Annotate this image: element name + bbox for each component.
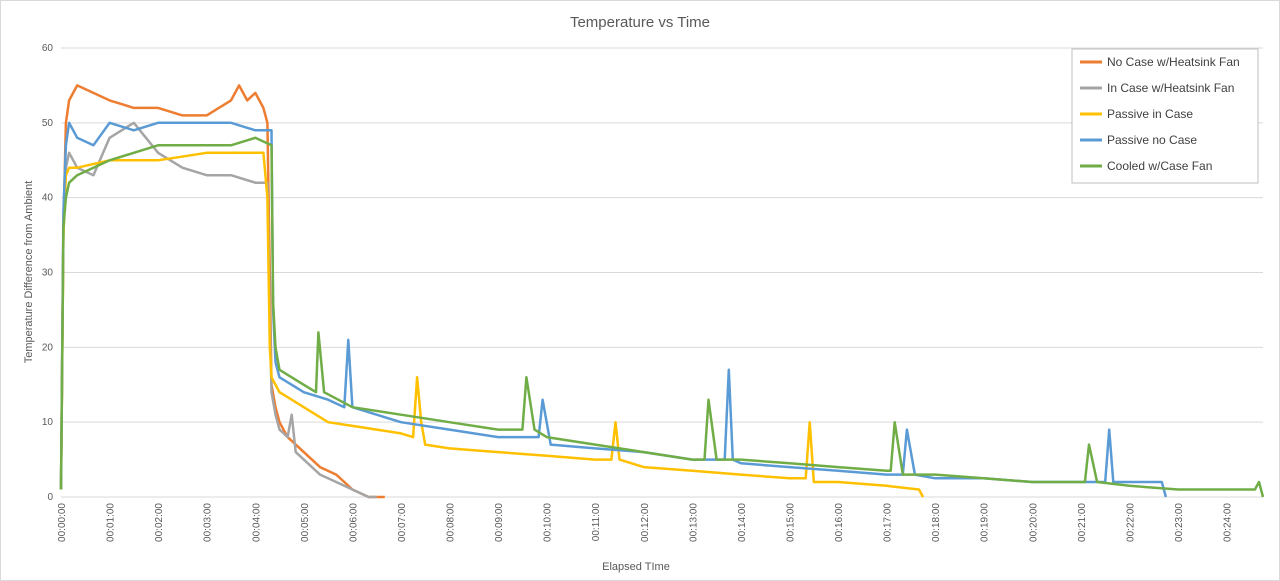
x-tick-label: 00:10:00 [543, 503, 554, 542]
x-tick-label: 00:21:00 [1077, 503, 1088, 542]
chart-title: Temperature vs Time [570, 14, 710, 31]
x-tick-label: 00:15:00 [785, 503, 796, 542]
x-tick-label: 00:05:00 [300, 503, 311, 542]
x-tick-label: 00:07:00 [397, 503, 408, 542]
y-tick-label: 30 [42, 268, 54, 279]
legend-box [1071, 48, 1259, 184]
legend-label: Passive in Case [1107, 107, 1193, 121]
x-tick-label: 00:19:00 [980, 503, 991, 542]
x-tick-label: 00:06:00 [348, 503, 359, 542]
series-line-3 [59, 151, 925, 498]
x-tick-label: 00:09:00 [494, 503, 505, 542]
y-axis-ticks: 0 10 20 30 40 50 60 [42, 43, 54, 503]
legend-label: No Case w/Heatsink Fan [1107, 55, 1240, 69]
y-tick-label: 10 [42, 417, 54, 428]
x-tick-label: 00:18:00 [931, 503, 942, 542]
series-line-4 [59, 121, 1168, 498]
legend-label: In Case w/Heatsink Fan [1107, 81, 1234, 95]
x-tick-label: 00:11:00 [591, 503, 602, 542]
y-tick-label: 50 [42, 118, 54, 129]
x-tick-label: 00:17:00 [883, 503, 894, 542]
x-axis-ticks: 00:00:00 00:01:00 00:02:00 00:03:00 00:04:00… [57, 503, 1234, 542]
series-line-5 [59, 136, 1265, 498]
x-tick-label: 00:02:00 [154, 503, 165, 542]
x-tick-label: 00:20:00 [1028, 503, 1039, 542]
series-line-2 [59, 121, 377, 499]
legend: No Case w/Heatsink Fan In Case w/Heatsink… [1071, 48, 1259, 184]
y-tick-label: 60 [42, 43, 54, 54]
x-axis-label: Elapsed TIme [602, 561, 670, 573]
y-axis-label: Temperature Difference from Ambient [23, 181, 35, 364]
series-line-1 [59, 84, 385, 499]
x-tick-label: 00:04:00 [251, 503, 262, 542]
y-tick-label: 40 [42, 193, 54, 204]
legend-label: Cooled w/Case Fan [1107, 159, 1212, 173]
series-lines [59, 84, 1265, 499]
x-tick-label: 00:16:00 [834, 503, 845, 542]
y-tick-label: 20 [42, 342, 54, 353]
x-tick-label: 00:12:00 [640, 503, 651, 542]
legend-label: Passive no Case [1107, 133, 1197, 147]
x-tick-label: 00:14:00 [737, 503, 748, 542]
x-tick-label: 00:13:00 [688, 503, 699, 542]
grid-lines [61, 47, 1263, 498]
x-tick-label: 00:01:00 [106, 503, 117, 542]
y-tick-label: 0 [47, 492, 53, 503]
x-tick-label: 00:22:00 [1125, 503, 1136, 542]
x-tick-label: 00:24:00 [1223, 503, 1234, 542]
x-tick-label: 00:08:00 [446, 503, 457, 542]
x-tick-label: 00:23:00 [1174, 503, 1185, 542]
x-tick-label: 00:00:00 [57, 503, 68, 542]
x-tick-label: 00:03:00 [203, 503, 214, 542]
